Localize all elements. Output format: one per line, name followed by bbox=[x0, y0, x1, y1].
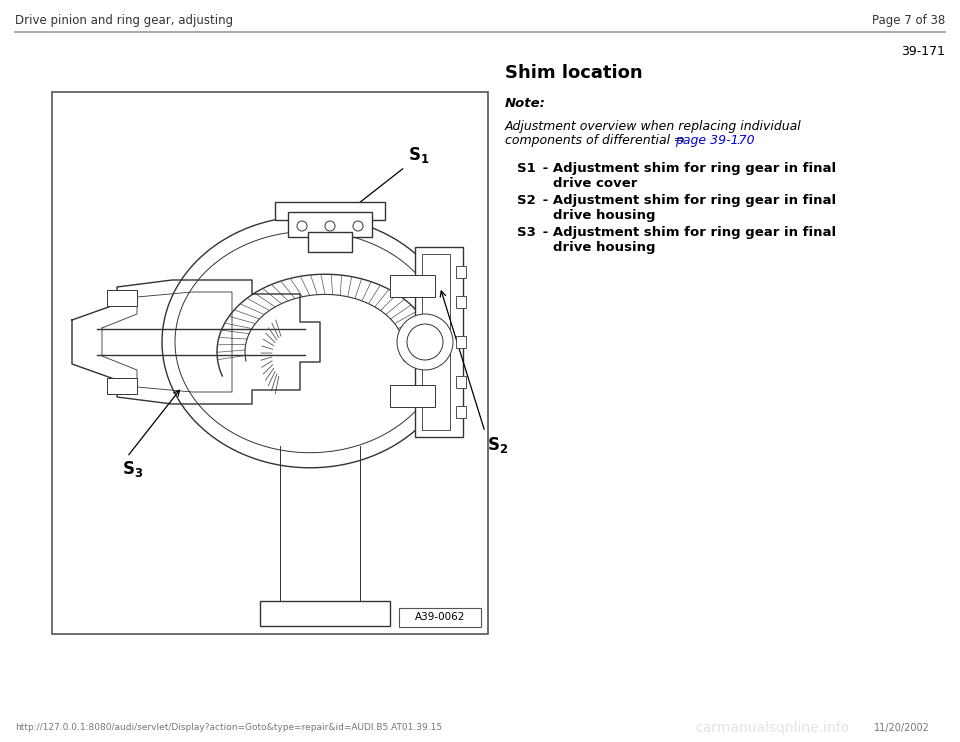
Text: - Adjustment shim for ring gear in final: - Adjustment shim for ring gear in final bbox=[538, 162, 836, 175]
Text: carmanualsqnline.info: carmanualsqnline.info bbox=[695, 721, 850, 735]
Text: Shim location: Shim location bbox=[505, 64, 642, 82]
Text: Page 7 of 38: Page 7 of 38 bbox=[872, 14, 945, 27]
Bar bbox=[52, 92, 488, 634]
Text: S1: S1 bbox=[517, 162, 536, 175]
Circle shape bbox=[353, 221, 363, 231]
FancyBboxPatch shape bbox=[390, 385, 435, 407]
Text: drive housing: drive housing bbox=[553, 209, 656, 222]
FancyBboxPatch shape bbox=[288, 212, 372, 237]
Text: drive cover: drive cover bbox=[553, 177, 637, 190]
Text: - Adjustment shim for ring gear in final: - Adjustment shim for ring gear in final bbox=[538, 194, 836, 207]
FancyBboxPatch shape bbox=[308, 232, 352, 252]
Text: A39-0062: A39-0062 bbox=[415, 612, 466, 623]
FancyBboxPatch shape bbox=[399, 608, 481, 627]
FancyBboxPatch shape bbox=[275, 202, 385, 220]
Text: - Adjustment shim for ring gear in final: - Adjustment shim for ring gear in final bbox=[538, 226, 836, 239]
FancyBboxPatch shape bbox=[456, 376, 466, 388]
Text: Adjustment overview when replacing individual: Adjustment overview when replacing indiv… bbox=[505, 120, 802, 133]
Text: page 39-170: page 39-170 bbox=[675, 134, 755, 147]
Circle shape bbox=[397, 314, 453, 370]
FancyBboxPatch shape bbox=[456, 266, 466, 278]
Text: Note:: Note: bbox=[505, 97, 546, 110]
Text: $\mathbf{S_3}$: $\mathbf{S_3}$ bbox=[122, 459, 143, 479]
Text: 39-171: 39-171 bbox=[901, 45, 945, 58]
FancyBboxPatch shape bbox=[422, 254, 450, 430]
FancyBboxPatch shape bbox=[456, 406, 466, 418]
Text: Drive pinion and ring gear, adjusting: Drive pinion and ring gear, adjusting bbox=[15, 14, 233, 27]
Text: S3: S3 bbox=[517, 226, 536, 239]
Circle shape bbox=[407, 324, 443, 360]
Text: http://127.0.0.1:8080/audi/servlet/Display?action=Goto&type=repair&id=AUDI.B5.AT: http://127.0.0.1:8080/audi/servlet/Displ… bbox=[15, 723, 443, 732]
Circle shape bbox=[297, 221, 307, 231]
Text: .: . bbox=[733, 134, 741, 147]
Text: 11/20/2002: 11/20/2002 bbox=[875, 723, 930, 733]
FancyBboxPatch shape bbox=[456, 296, 466, 308]
FancyBboxPatch shape bbox=[390, 275, 435, 297]
Text: drive housing: drive housing bbox=[553, 241, 656, 254]
FancyBboxPatch shape bbox=[415, 247, 463, 437]
Circle shape bbox=[325, 221, 335, 231]
FancyBboxPatch shape bbox=[456, 336, 466, 348]
Text: S2: S2 bbox=[517, 194, 536, 207]
FancyBboxPatch shape bbox=[107, 290, 137, 306]
FancyBboxPatch shape bbox=[107, 378, 137, 394]
FancyBboxPatch shape bbox=[260, 601, 390, 626]
Text: components of differential ⇒: components of differential ⇒ bbox=[505, 134, 688, 147]
Text: $\mathbf{S_1}$: $\mathbf{S_1}$ bbox=[408, 145, 429, 165]
Text: $\mathbf{S_2}$: $\mathbf{S_2}$ bbox=[487, 435, 508, 455]
